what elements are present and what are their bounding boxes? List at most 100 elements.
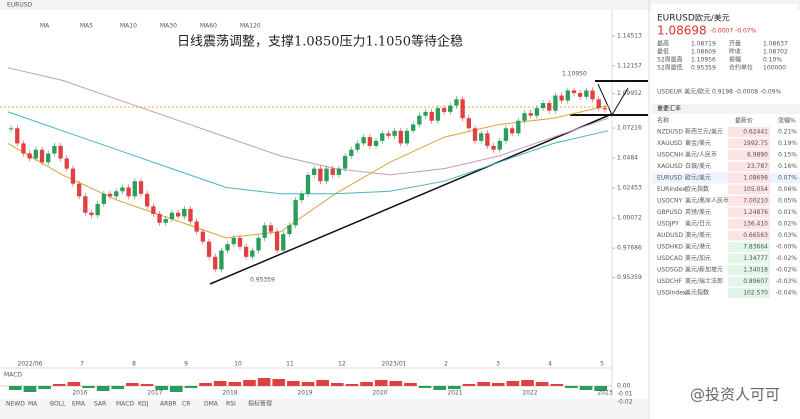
candle <box>479 133 484 141</box>
candle <box>243 246 249 257</box>
candle <box>120 187 125 192</box>
row-symbol[interactable]: EURIndex <box>657 186 686 193</box>
candle <box>392 130 397 136</box>
indicator-label: MA5 <box>80 23 93 30</box>
macd-bar <box>491 383 505 386</box>
row-bg <box>652 172 800 184</box>
row-change: 0.06% <box>778 186 797 193</box>
candle <box>324 168 329 182</box>
row-bg <box>652 253 800 264</box>
candle <box>250 250 255 257</box>
stat-label: 52周最高 <box>657 56 683 64</box>
row-symbol[interactable]: USDSGD <box>657 267 683 274</box>
candle <box>441 108 447 112</box>
row-price: 7.83664 <box>743 244 768 251</box>
candle <box>417 115 422 125</box>
row-symbol[interactable]: USDIndex <box>657 290 687 297</box>
row-price: 102.570 <box>743 290 768 297</box>
candle <box>355 143 360 150</box>
row-bg <box>652 195 800 207</box>
candle <box>287 225 292 235</box>
macd-bar <box>287 381 300 386</box>
tab[interactable]: BOLL <box>50 401 66 408</box>
row-symbol[interactable]: USDCNY <box>657 198 682 205</box>
x-tick-label: 12 <box>338 361 346 368</box>
macd-bar <box>126 383 139 386</box>
candle <box>336 168 342 175</box>
row-change: 0.19% <box>778 140 797 147</box>
tab[interactable]: RSI <box>226 401 236 408</box>
tab[interactable]: EMA <box>72 401 86 408</box>
macd-bar <box>52 384 66 386</box>
macd-bar <box>38 386 51 389</box>
row-symbol[interactable]: USDCHF <box>657 278 683 285</box>
candle <box>547 103 552 111</box>
row-symbol[interactable]: USDCNH <box>657 152 683 159</box>
row-bg <box>652 149 800 161</box>
x-tick-label: 8 <box>132 361 136 368</box>
row-symbol[interactable]: GBPUSD <box>657 209 683 216</box>
candle <box>528 113 533 116</box>
candle <box>578 93 583 97</box>
macd-bar <box>272 379 286 386</box>
macd-bar <box>374 380 388 386</box>
tab[interactable]: KDJ <box>138 401 149 408</box>
row-symbol[interactable]: AUDUSD <box>657 232 683 239</box>
row-bg <box>652 126 800 138</box>
price-cell <box>728 207 770 218</box>
macd-bar <box>301 382 315 386</box>
candle <box>151 206 156 214</box>
row-symbol[interactable]: USDHKD <box>657 244 683 251</box>
stat-label: 合约单位 <box>729 64 753 72</box>
x-tick-label: 2023/01 <box>382 361 407 368</box>
candle <box>46 153 51 163</box>
row-price: 23.787 <box>747 163 768 170</box>
candle <box>349 149 354 156</box>
price-cell <box>728 173 770 183</box>
row-symbol[interactable]: XAUUSD <box>657 140 683 147</box>
price-cell <box>728 288 770 298</box>
price-cell <box>728 219 770 229</box>
row-symbol[interactable]: NZDUSD <box>657 129 683 136</box>
candle <box>540 103 546 109</box>
row-symbol[interactable]: USDCAD <box>657 255 683 262</box>
tab[interactable]: SAR <box>94 401 106 408</box>
tab[interactable]: CR <box>182 401 190 408</box>
candle <box>268 225 274 232</box>
indicator-label: MA10 <box>120 23 137 30</box>
candle <box>39 149 45 163</box>
macd-bar <box>228 382 242 386</box>
row-name: 新西兰元/美元 <box>685 128 723 136</box>
candle <box>565 90 570 101</box>
row-name: 美元/人民币 <box>685 151 717 159</box>
quote-symbol: EURUSD <box>657 14 695 24</box>
price-cell <box>728 242 770 252</box>
row-name: 美元指数 <box>685 289 709 297</box>
tab[interactable]: MA <box>28 401 38 408</box>
low-label: 0.95359 <box>250 277 275 284</box>
candle <box>472 128 478 141</box>
candle <box>398 130 403 144</box>
tab[interactable]: 指标管理 <box>248 400 272 408</box>
related-quote: USDEUR 美元/欧元 0.9198 -0.0008 -0.09% <box>657 88 782 96</box>
tab[interactable]: ARBR <box>160 401 177 408</box>
quote-price: 1.08698 <box>657 24 707 38</box>
price-cell <box>728 150 770 160</box>
candle <box>559 95 564 101</box>
row-symbol[interactable]: USDJPY <box>657 221 679 228</box>
row-symbol[interactable]: XAGUSD <box>657 163 683 170</box>
candle <box>404 130 410 144</box>
macd-tick-label: -0.02 <box>617 399 633 406</box>
candle <box>305 174 311 194</box>
tab[interactable]: NEWD <box>6 401 25 408</box>
macd-bar <box>96 386 110 391</box>
quote-change: -0.0007 -0.07% <box>710 28 757 35</box>
macd-bar <box>433 386 447 390</box>
tab[interactable]: MACD <box>116 401 134 408</box>
price-cell <box>728 276 770 287</box>
y-tick-label: 1.02453 <box>617 185 642 192</box>
row-symbol[interactable]: EURUSD <box>657 175 683 182</box>
timeline-label: 2020 <box>372 390 387 397</box>
tab[interactable]: DMA <box>204 401 219 408</box>
indicator-label: MA120 <box>240 23 261 30</box>
